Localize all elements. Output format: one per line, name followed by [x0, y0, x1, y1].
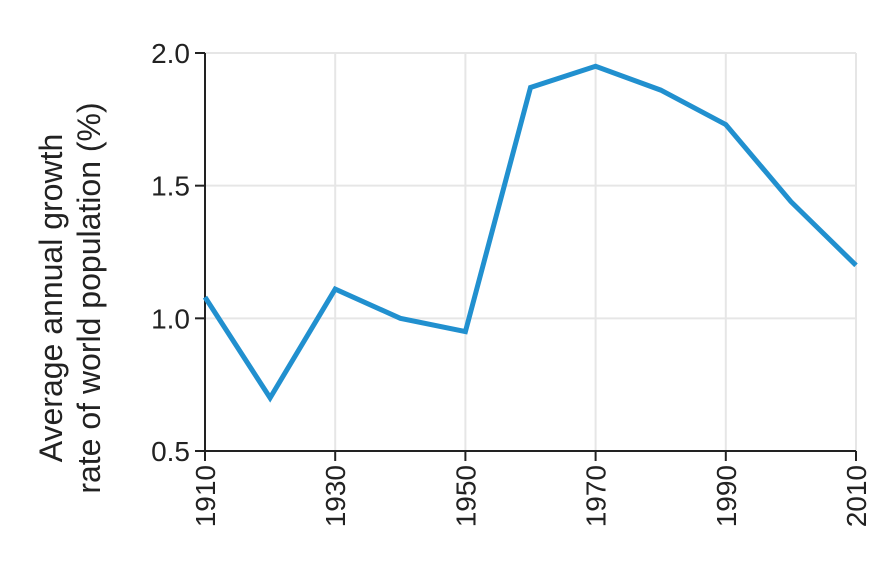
series-line	[202, 63, 858, 403]
y-axis-title: Average annual growth rate of world popu…	[33, 102, 107, 493]
y-axis-title-line-2: rate of world population (%)	[71, 102, 107, 493]
y-tick-label: 1.5	[151, 171, 190, 202]
x-tick-label: 1990	[711, 465, 742, 527]
x-tick-label: 1950	[450, 465, 481, 527]
x-tick-labels: 1910 1930 1950 1970 1990 2010	[190, 465, 872, 527]
x-tick-label: 2010	[841, 465, 872, 527]
x-tick-label: 1910	[190, 465, 221, 527]
y-tick-label: 1.0	[151, 303, 190, 334]
grid-lines	[204, 52, 857, 451]
x-tick-label: 1970	[581, 465, 612, 527]
x-tick-label: 1930	[320, 465, 351, 527]
y-tick-label: 2.0	[151, 38, 190, 69]
y-tick-marks	[195, 52, 205, 452]
y-axis-title-line-1: Average annual growth	[33, 134, 69, 463]
y-tick-labels: 0.5 1.0 1.5 2.0	[151, 38, 190, 467]
x-tick-marks	[204, 451, 857, 461]
y-tick-label: 0.5	[151, 436, 190, 467]
